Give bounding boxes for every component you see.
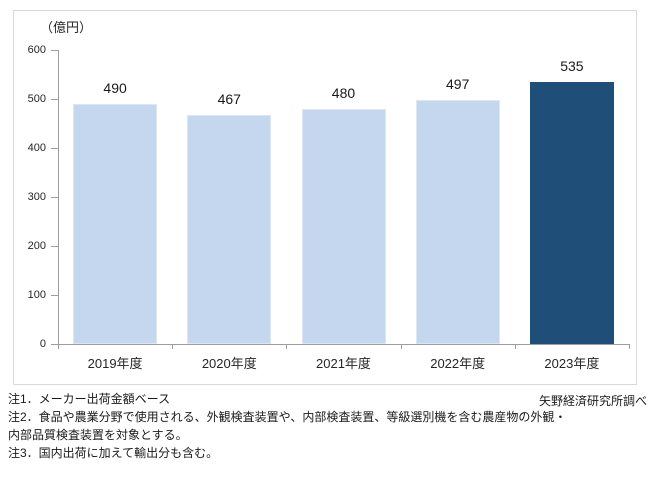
x-axis-line bbox=[58, 344, 629, 345]
x-tick bbox=[286, 344, 288, 349]
y-tick-label: 100 bbox=[27, 289, 46, 301]
y-axis-unit-label: （億円） bbox=[40, 20, 93, 35]
y-tick bbox=[51, 295, 58, 296]
y-tick bbox=[51, 148, 58, 149]
y-tick-label: 600 bbox=[27, 44, 46, 56]
y-tick bbox=[51, 344, 58, 345]
source-credit: 矢野経済研究所調べ bbox=[538, 394, 647, 408]
bar bbox=[301, 108, 386, 344]
y-tick bbox=[51, 246, 58, 247]
y-tick bbox=[51, 197, 58, 198]
x-tick bbox=[58, 344, 59, 349]
bar bbox=[187, 115, 272, 344]
bar-value-label: 480 bbox=[331, 84, 356, 101]
y-tick bbox=[51, 50, 58, 51]
note-line-3: 内部品質検査装置を対象とする。 bbox=[8, 428, 188, 442]
bar-value-label: 497 bbox=[446, 76, 470, 93]
bar-value-label: 467 bbox=[217, 91, 241, 108]
x-category-label: 2020年度 bbox=[201, 356, 257, 371]
bar-value-label: 490 bbox=[103, 79, 127, 96]
x-category-label: 2021年度 bbox=[316, 356, 371, 371]
y-tick-label: 300 bbox=[27, 191, 46, 203]
x-category-label: 2019年度 bbox=[87, 356, 143, 371]
footnotes: 注1．メーカー出荷金額ベース 注2．食品や農業分野で使用される、外観検査装置や、… bbox=[8, 390, 566, 462]
note-line-2: 注2．食品や農業分野で使用される、外観検査装置や、内部検査装置、等級選別機を含む… bbox=[8, 410, 567, 424]
x-category-label: 2022年度 bbox=[430, 356, 486, 371]
note-line-4: 注3．国内出荷に加えて輸出分も含む。 bbox=[8, 446, 219, 460]
bar-value-label: 535 bbox=[560, 57, 584, 74]
y-tick-label: 400 bbox=[27, 142, 46, 154]
note-line-1: 注1．メーカー出荷金額ベース bbox=[8, 392, 171, 406]
y-tick bbox=[51, 99, 58, 100]
y-tick-label: 200 bbox=[27, 240, 46, 252]
y-axis-line bbox=[58, 50, 59, 344]
x-category-label: 2023年度 bbox=[544, 356, 600, 371]
chart-frame: （億円） 0 100 200 300 400 500 600 490 2019年度 467 2020… bbox=[13, 10, 637, 385]
x-tick bbox=[629, 344, 630, 349]
x-tick bbox=[514, 344, 516, 349]
bar bbox=[529, 81, 614, 344]
y-tick-label: 0 bbox=[39, 338, 46, 350]
y-tick-label: 500 bbox=[27, 93, 46, 105]
x-tick bbox=[172, 344, 174, 349]
bar bbox=[73, 103, 158, 344]
x-tick bbox=[400, 344, 402, 349]
bar bbox=[415, 100, 500, 344]
